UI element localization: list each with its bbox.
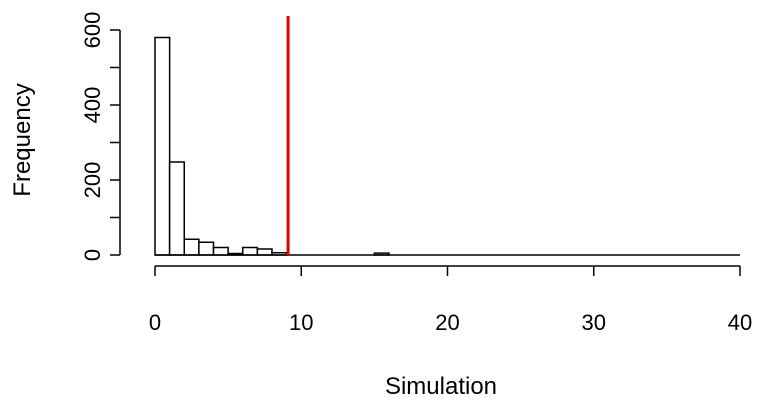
x-axis-title: Simulation — [385, 373, 497, 400]
y-tick-label: 0 — [80, 249, 105, 261]
histogram-bar — [183, 238, 200, 256]
histogram-bar — [168, 161, 185, 256]
histogram-bar — [198, 241, 215, 256]
histogram-bars — [154, 36, 740, 256]
x-axis: 0 10 20 30 40 — [149, 265, 752, 335]
x-tick-label: 30 — [582, 310, 606, 335]
x-tick-label: 10 — [289, 310, 313, 335]
y-tick-label: 200 — [80, 162, 105, 199]
histogram-bar — [242, 246, 259, 256]
histogram-bar — [212, 246, 229, 256]
y-axis: 0 200 400 600 — [80, 12, 121, 261]
y-tick-label: 400 — [80, 87, 105, 124]
y-tick-label: 600 — [80, 12, 105, 49]
x-tick-label: 20 — [435, 310, 459, 335]
histogram-bar — [256, 248, 273, 256]
x-tick-label: 40 — [728, 310, 752, 335]
histogram-bar — [154, 36, 171, 256]
y-axis-title: Frequency — [9, 83, 36, 196]
x-tick-label: 0 — [149, 310, 161, 335]
